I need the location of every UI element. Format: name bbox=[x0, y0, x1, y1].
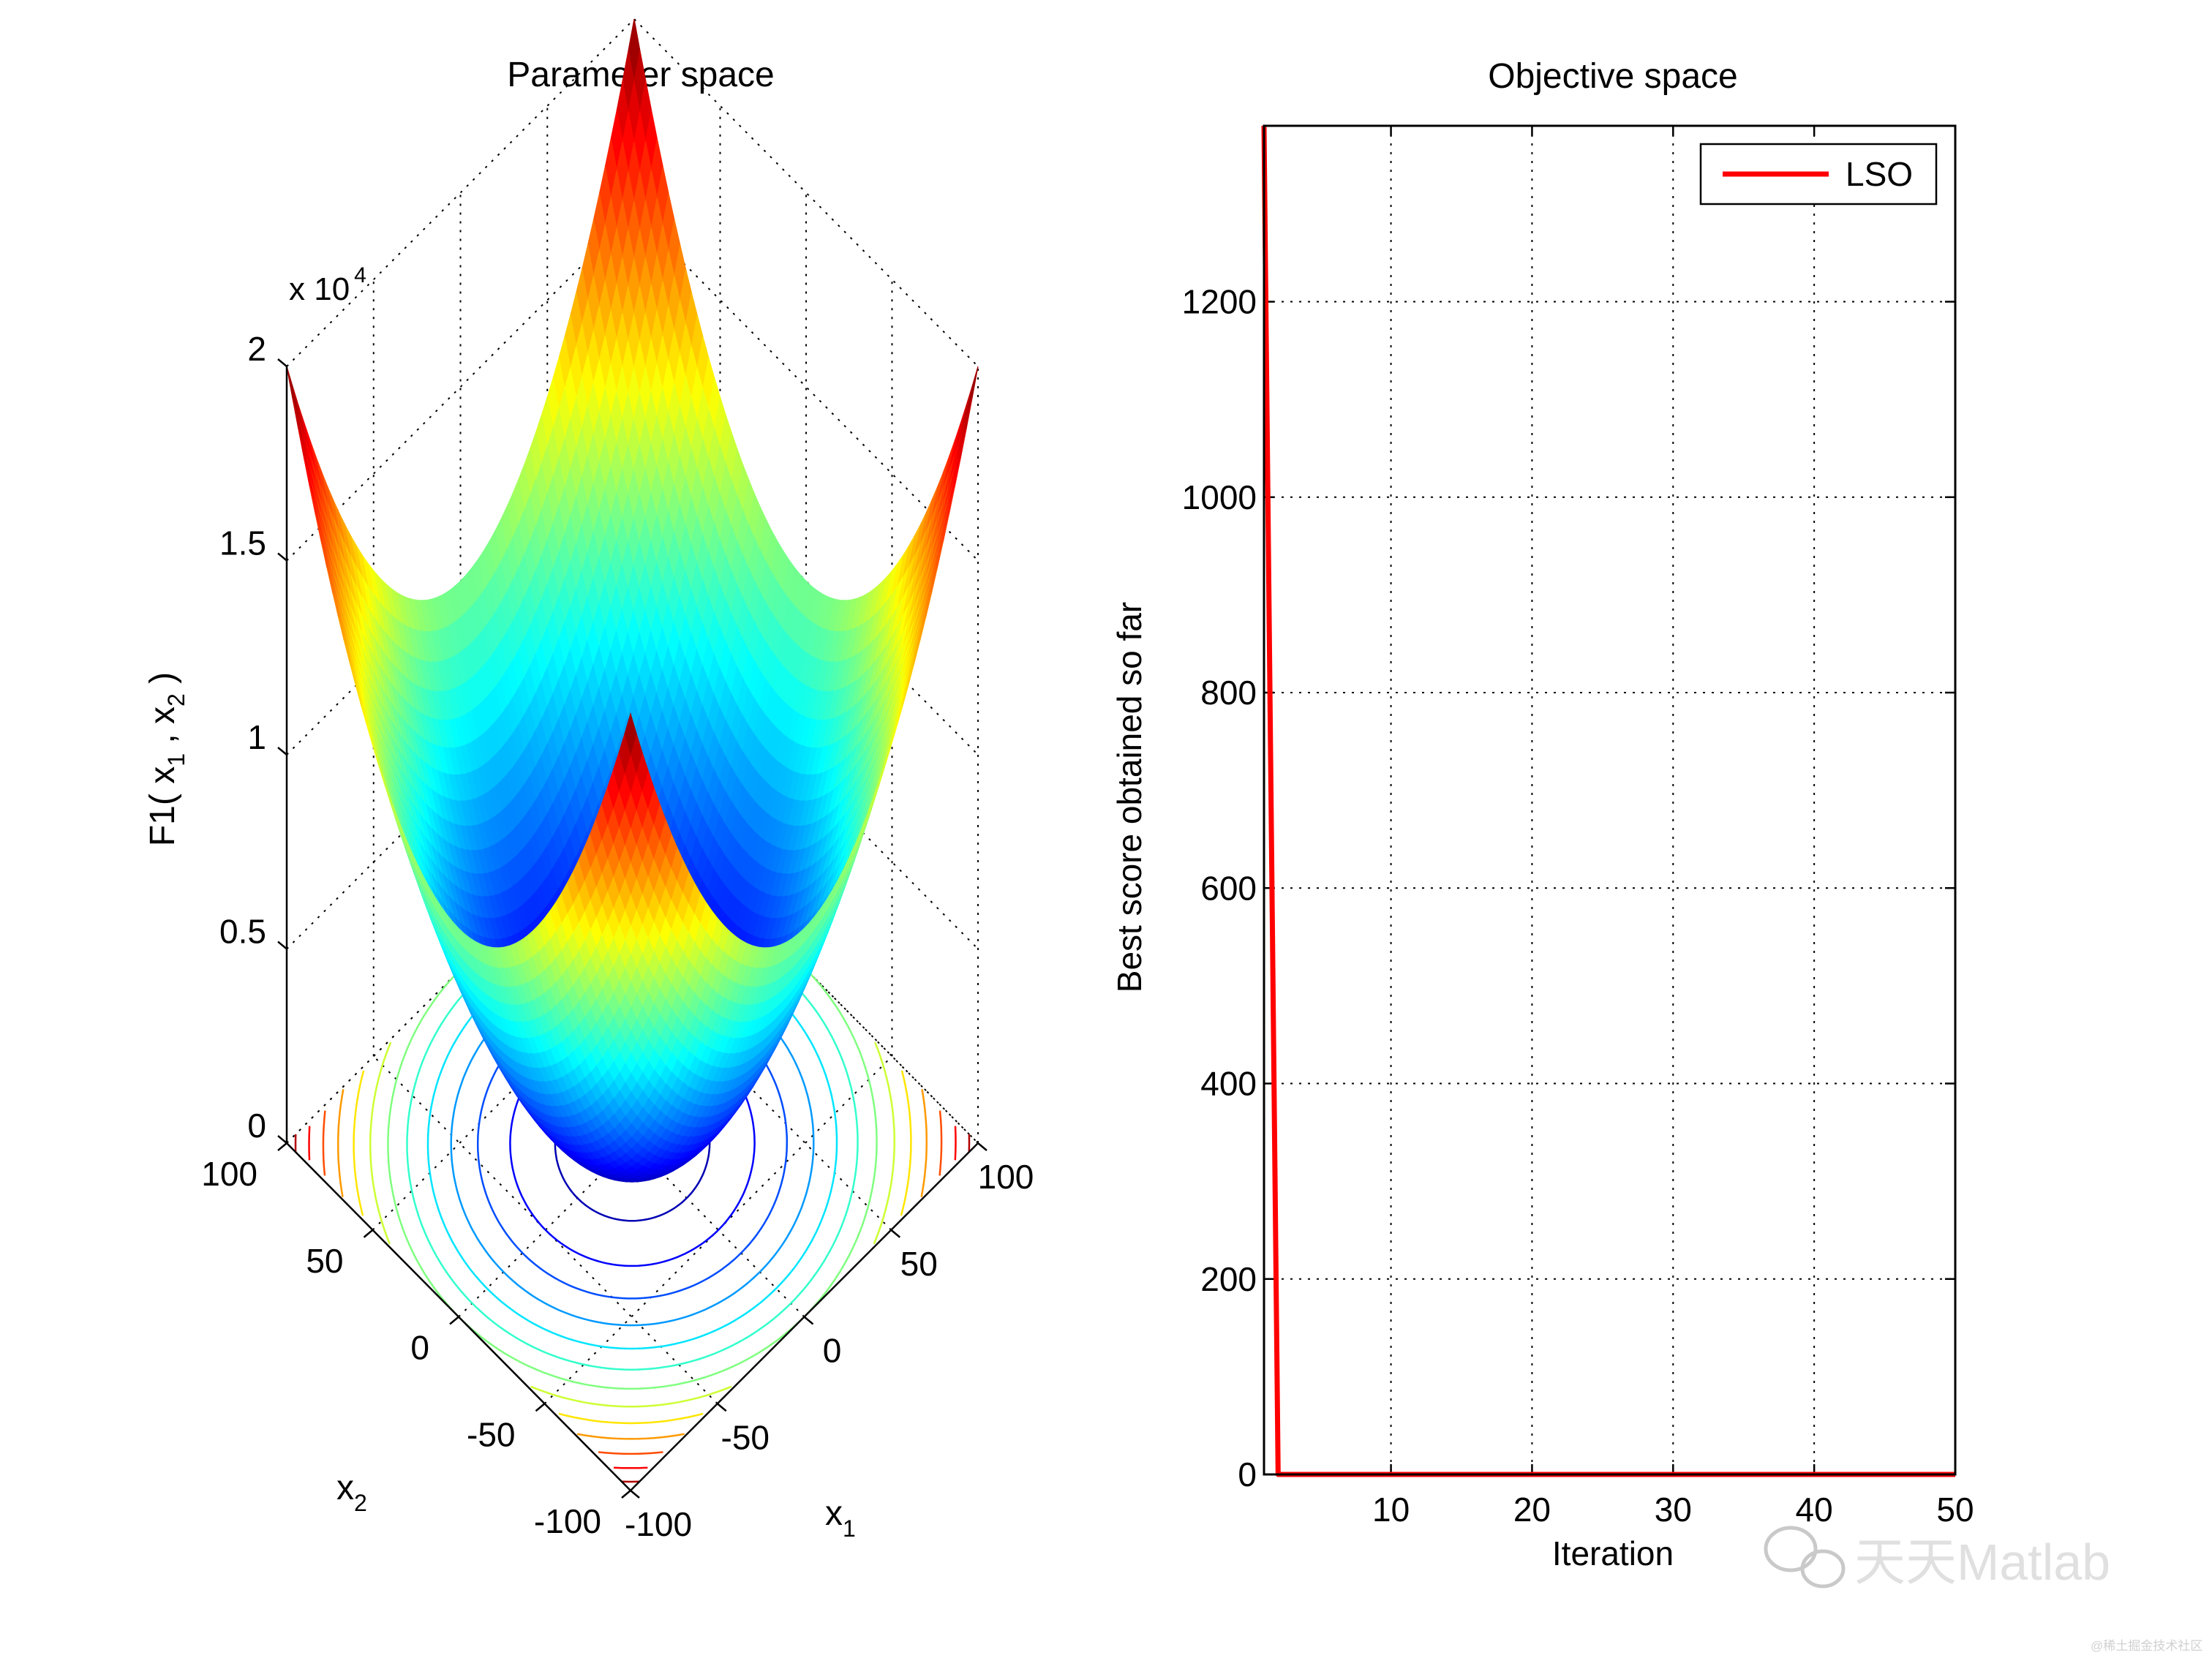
x1-tick-label: -50 bbox=[721, 1418, 770, 1456]
y-tick-label: 400 bbox=[1200, 1065, 1257, 1103]
x2-tick bbox=[621, 1490, 631, 1499]
x-tick-label: 10 bbox=[1372, 1491, 1410, 1529]
watermark-subtext: @稀土掘金技术社区 bbox=[2091, 1639, 2202, 1653]
y-tick-label: 600 bbox=[1200, 869, 1257, 907]
contour-line bbox=[613, 1466, 648, 1469]
x1-axis-label-sub: 1 bbox=[843, 1515, 856, 1542]
contour-line bbox=[954, 1126, 957, 1161]
x1-tick-label: 0 bbox=[823, 1332, 842, 1370]
x1-tick bbox=[803, 1316, 814, 1325]
x-tick-label: 50 bbox=[1936, 1491, 1974, 1529]
z-tick bbox=[277, 941, 287, 950]
legend: LSO bbox=[1699, 143, 1938, 206]
contour-line bbox=[873, 1041, 896, 1245]
y-tick-label: 200 bbox=[1200, 1260, 1257, 1298]
x1-tick bbox=[716, 1403, 727, 1412]
x-tick-label: 30 bbox=[1655, 1491, 1692, 1529]
z-axis-label-sub1: 1 bbox=[163, 753, 189, 766]
x2-axis-label-sub: 2 bbox=[354, 1490, 367, 1516]
y-tick-label: 1000 bbox=[1182, 478, 1257, 516]
convergence-axes-box bbox=[1263, 124, 1957, 1476]
watermark-text: 天天Matlab bbox=[1854, 1534, 2110, 1591]
convergence-plot: Objective space 10 20 30 40 5002004006008001… bbox=[1110, 57, 1974, 1572]
contour-line bbox=[920, 1089, 928, 1197]
surface-axes: -100 -50 0 50 100 -100 -50 0 50 100 0 0.5 1 1.5 2 bbox=[201, 330, 1034, 1543]
surface-plot: Parameter space -100-50050100-100-500501… bbox=[143, 18, 1034, 1543]
z-exponent-power: 4 bbox=[354, 263, 366, 287]
contour-line bbox=[938, 1110, 943, 1176]
z-exponent-base: x 10 bbox=[289, 271, 350, 307]
contour-line bbox=[336, 1089, 345, 1197]
x2-tick bbox=[363, 1229, 374, 1238]
contour-line bbox=[308, 1126, 311, 1161]
z-tick-label: 2 bbox=[247, 330, 266, 368]
y-tick-label: 800 bbox=[1200, 674, 1257, 712]
convergence-y-label: Best score obtained so far bbox=[1110, 602, 1148, 992]
convergence-title: Objective space bbox=[1488, 57, 1738, 96]
x1-tick bbox=[630, 1490, 640, 1499]
contour-line bbox=[353, 1070, 365, 1216]
y-tick-label: 0 bbox=[1238, 1455, 1257, 1493]
z-tick-label: 1 bbox=[247, 718, 266, 756]
x2-axis-label-base: x bbox=[336, 1469, 354, 1507]
x1-axis-label: x1 bbox=[825, 1494, 856, 1542]
x1-tick bbox=[977, 1142, 988, 1151]
z-tick-label: 0 bbox=[247, 1107, 266, 1145]
z-exponent-label: x 10 4 bbox=[289, 263, 366, 307]
x2-axis-label: x2 bbox=[336, 1469, 367, 1516]
watermark: 天天Matlab @稀土掘金技术社区 bbox=[1764, 1526, 2202, 1653]
z-tick bbox=[277, 552, 287, 562]
contour-line bbox=[900, 1070, 912, 1216]
convergence-x-label: Iteration bbox=[1552, 1534, 1674, 1572]
contour-line bbox=[598, 1451, 663, 1455]
x2-tick-label: 50 bbox=[306, 1242, 343, 1280]
contour-line bbox=[322, 1110, 326, 1176]
z-axis-label-suffix: ) bbox=[143, 672, 182, 693]
contour-line bbox=[576, 1433, 685, 1440]
z-tick-label: 0.5 bbox=[219, 913, 266, 951]
surface-gridline bbox=[286, 794, 979, 1144]
surface-patch bbox=[624, 712, 637, 755]
wechat-logo-icon bbox=[1764, 1526, 1846, 1589]
contour-line bbox=[558, 1412, 704, 1425]
x2-tick-label: 100 bbox=[201, 1155, 257, 1193]
convergence-ticks: 10 20 30 40 50 0 200 400 600 800 1000 1200 bbox=[1182, 126, 1974, 1529]
z-axis-label-mid: , x bbox=[143, 706, 182, 753]
x1-tick-label: 100 bbox=[978, 1158, 1034, 1196]
x2-tick-label: -50 bbox=[467, 1415, 515, 1453]
z-axis-label-sub2: 2 bbox=[163, 693, 189, 706]
x1-tick bbox=[890, 1229, 901, 1238]
z-tick bbox=[277, 747, 287, 755]
surface-mesh bbox=[286, 18, 979, 1183]
z-tick bbox=[277, 358, 287, 367]
z-tick bbox=[277, 1135, 287, 1144]
x2-tick bbox=[277, 1142, 287, 1151]
legend-label-lso: LSO bbox=[1846, 155, 1913, 193]
x1-tick-label: 50 bbox=[900, 1245, 938, 1283]
y-tick-label: 1200 bbox=[1182, 283, 1257, 321]
x2-tick-label: -100 bbox=[534, 1502, 601, 1540]
x2-tick bbox=[535, 1403, 546, 1412]
x1-tick-label: -100 bbox=[625, 1505, 692, 1543]
x2-tick bbox=[449, 1316, 459, 1325]
z-tick-label: 1.5 bbox=[219, 524, 266, 562]
x-tick-label: 20 bbox=[1513, 1491, 1551, 1529]
contour-line bbox=[530, 1385, 732, 1408]
x1-axis-label-base: x bbox=[825, 1494, 843, 1533]
surface-gridline bbox=[286, 18, 979, 367]
z-axis-label: F1( x1 , x2 ) bbox=[143, 672, 189, 846]
surface-gridline bbox=[286, 212, 979, 562]
x-tick-label: 40 bbox=[1796, 1491, 1833, 1529]
z-axis-label-prefix: F1( x bbox=[143, 766, 182, 846]
contour-line bbox=[369, 1041, 392, 1245]
x2-tick-label: 0 bbox=[410, 1329, 429, 1367]
